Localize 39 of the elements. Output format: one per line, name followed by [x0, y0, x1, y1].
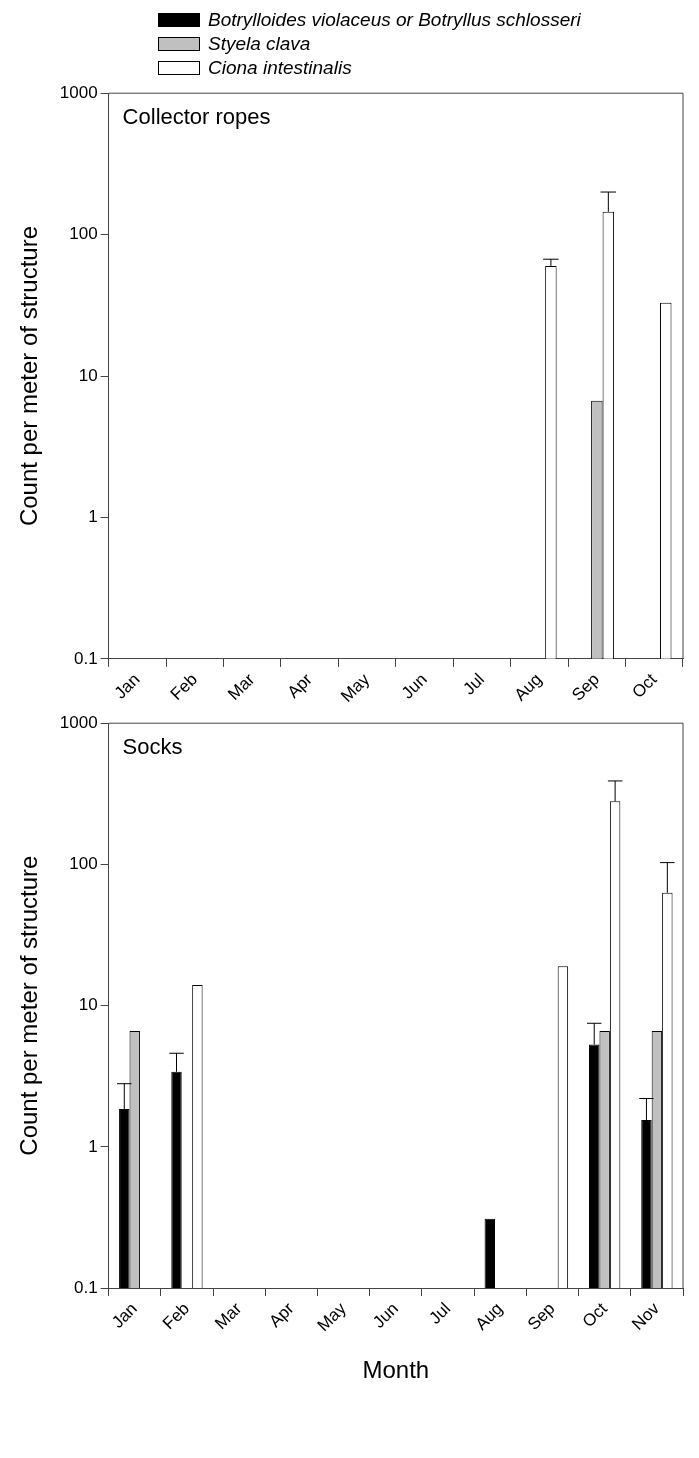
y-tick-label: 100 [69, 224, 98, 244]
y-tick-label: 10 [78, 995, 98, 1015]
x-tick-label: Jul [459, 669, 489, 699]
x-tick-label: May [313, 1298, 351, 1336]
x-tick-label: Mar [224, 669, 259, 704]
x-tick-label: Jul [425, 1298, 455, 1328]
y-tick-label: 1 [88, 507, 98, 527]
y-tick-label: 1000 [59, 82, 98, 102]
x-axis-title: Month [362, 1356, 430, 1384]
y-axis-title: Count per meter of structure [15, 225, 43, 527]
y-tick-label: 1 [88, 1136, 98, 1156]
y-tick-label: 10 [78, 365, 98, 385]
x-tick-label: Mar [211, 1298, 246, 1334]
x-tick-label: Jan [110, 669, 144, 703]
y-tick-label: 100 [69, 854, 98, 874]
x-tick-label: Jun [369, 1298, 402, 1332]
x-tick-label: Feb [166, 669, 201, 704]
legend-label: Ciona intestinalis [208, 57, 352, 79]
text: Socks [122, 734, 183, 760]
x-tick-label: Apr [265, 1298, 298, 1332]
x-tick-label: Oct [628, 669, 661, 702]
legend-label: Styela clava [208, 33, 311, 55]
y-axis-title: Count per meter of structure [15, 855, 43, 1156]
x-tick-label: Sep [523, 1298, 559, 1334]
x-tick-label: Jun [397, 669, 431, 703]
x-tick-label: Feb [158, 1298, 194, 1334]
legend-label: Botrylloides violaceus or Botryllus schlosseri [208, 9, 581, 31]
x-tick-label: Aug [471, 1298, 507, 1334]
y-tick-label: 0.1 [73, 1277, 98, 1297]
x-tick-label: Sep [568, 669, 603, 705]
x-tick-label: May [337, 669, 374, 706]
x-tick-label: Jan [108, 1298, 141, 1332]
x-tick-label: Apr [283, 669, 317, 702]
x-tick-label: Aug [510, 669, 546, 705]
x-tick-label: Oct [578, 1298, 612, 1332]
x-tick-label: Nov [628, 1298, 664, 1334]
y-tick-label: 0.1 [73, 648, 98, 668]
text: Collector ropes [122, 104, 271, 130]
y-tick-label: 1000 [59, 712, 98, 732]
